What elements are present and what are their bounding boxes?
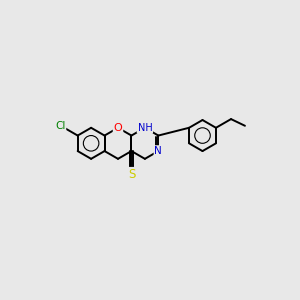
Text: O: O — [114, 123, 122, 133]
Text: N: N — [154, 146, 162, 156]
Text: Cl: Cl — [55, 121, 65, 130]
Text: S: S — [128, 168, 135, 181]
Text: NH: NH — [137, 123, 152, 133]
